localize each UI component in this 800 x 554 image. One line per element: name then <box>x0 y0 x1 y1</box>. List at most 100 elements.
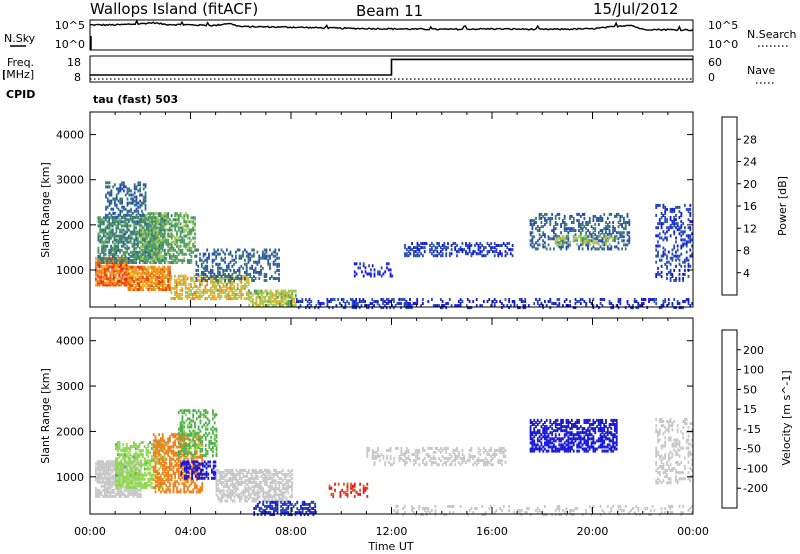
data-cell <box>211 252 214 256</box>
data-cell <box>420 304 422 308</box>
data-cell <box>222 268 225 272</box>
data-cell <box>95 283 97 287</box>
data-cell <box>387 298 390 301</box>
data-cell <box>601 247 604 251</box>
data-cell <box>664 300 667 303</box>
data-cell <box>389 272 392 276</box>
data-cell <box>124 455 126 459</box>
data-cell <box>185 433 187 437</box>
data-cell <box>145 453 148 457</box>
data-cell <box>271 293 274 297</box>
data-cell <box>170 457 173 461</box>
data-cell <box>154 224 157 228</box>
data-cell <box>111 273 113 277</box>
data-cell <box>116 492 119 496</box>
data-cell <box>667 298 670 301</box>
data-cell <box>151 265 153 269</box>
data-cell <box>538 216 541 220</box>
data-cell <box>578 300 580 303</box>
data-cell <box>179 226 182 230</box>
data-cell <box>119 240 121 244</box>
data-cell <box>135 234 137 238</box>
data-cell <box>357 266 360 270</box>
data-cell <box>118 279 121 283</box>
data-cell <box>97 216 100 220</box>
data-cell <box>680 230 683 234</box>
data-cell <box>167 248 169 252</box>
data-cell <box>614 237 616 241</box>
data-cell <box>102 254 105 258</box>
data-cell <box>493 246 496 250</box>
data-cell <box>660 306 663 310</box>
data-cell <box>133 475 135 479</box>
data-cell <box>154 271 157 275</box>
data-cell <box>691 252 693 256</box>
data-cell <box>184 278 187 282</box>
data-cell <box>596 219 598 222</box>
data-cell <box>191 286 194 290</box>
data-cell <box>135 250 137 254</box>
data-cell <box>177 222 180 226</box>
data-cell <box>382 306 384 310</box>
data-cell <box>174 278 176 282</box>
data-cell <box>98 462 101 466</box>
data-cell <box>260 256 262 260</box>
data-cell <box>231 258 234 262</box>
data-cell <box>137 250 139 254</box>
data-cell <box>105 462 108 466</box>
data-cell <box>628 219 631 222</box>
data-cell <box>177 238 180 242</box>
data-cell <box>418 250 421 254</box>
data-cell <box>675 264 677 268</box>
data-cell <box>192 409 195 413</box>
data-cell <box>147 267 150 271</box>
data-cell <box>186 409 189 413</box>
data-cell <box>684 230 686 234</box>
data-cell <box>186 425 189 429</box>
data-cell <box>202 472 204 476</box>
data-cell <box>282 297 285 301</box>
data-cell <box>161 439 164 443</box>
data-cell <box>649 298 652 301</box>
data-cell <box>438 244 440 247</box>
data-cell <box>233 276 235 280</box>
data-cell <box>177 228 180 232</box>
data-cell <box>175 288 178 292</box>
data-cell <box>209 460 211 464</box>
data-cell <box>253 248 255 252</box>
data-cell <box>183 214 186 218</box>
data-cell <box>214 472 217 476</box>
data-cell <box>151 459 153 463</box>
data-cell <box>131 275 134 279</box>
data-cell <box>558 240 561 244</box>
data-cell <box>109 271 112 275</box>
data-cell <box>176 256 178 260</box>
data-cell <box>105 263 108 267</box>
data-cell <box>177 248 180 252</box>
data-cell <box>215 254 218 258</box>
data-cell <box>236 268 239 272</box>
data-cell <box>209 286 212 290</box>
data-cell <box>117 191 120 195</box>
data-cell <box>378 304 381 308</box>
data-cell <box>143 477 146 481</box>
data-cell <box>274 250 277 254</box>
data-cell <box>131 258 134 262</box>
data-cell <box>167 214 169 218</box>
data-cell <box>574 298 577 301</box>
data-cell <box>204 279 207 282</box>
data-cell <box>183 421 186 425</box>
data-cell <box>553 227 555 231</box>
data-cell <box>195 451 198 455</box>
data-cell <box>169 482 171 486</box>
data-cell <box>251 301 254 305</box>
data-cell <box>138 232 141 236</box>
data-cell <box>113 277 115 281</box>
freq-tick-bottom: 8 <box>74 71 81 84</box>
data-cell <box>158 433 160 437</box>
data-cell <box>124 252 127 256</box>
data-cell <box>140 224 143 228</box>
data-cell <box>588 231 591 235</box>
data-cell <box>499 300 501 303</box>
